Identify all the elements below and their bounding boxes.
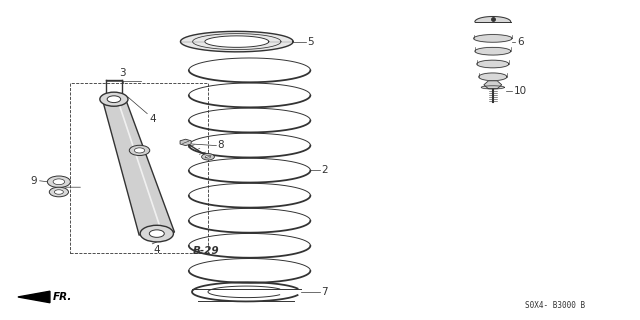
Polygon shape — [18, 291, 50, 303]
Text: 6: 6 — [517, 36, 524, 47]
Polygon shape — [481, 86, 504, 89]
Circle shape — [140, 225, 173, 242]
Text: 4: 4 — [149, 114, 156, 124]
Circle shape — [205, 156, 211, 158]
Text: B-29: B-29 — [193, 246, 220, 256]
Bar — [70, 83, 208, 253]
Circle shape — [149, 230, 164, 237]
Text: 4: 4 — [154, 245, 160, 255]
Text: 9: 9 — [31, 176, 37, 186]
Circle shape — [100, 92, 128, 106]
Text: 1: 1 — [54, 182, 61, 192]
Polygon shape — [205, 36, 269, 47]
Text: FR.: FR. — [52, 292, 72, 302]
Polygon shape — [475, 47, 511, 55]
Polygon shape — [475, 17, 511, 22]
Circle shape — [202, 154, 214, 160]
Polygon shape — [477, 60, 509, 68]
Circle shape — [107, 96, 121, 103]
Polygon shape — [180, 139, 191, 146]
Circle shape — [47, 176, 70, 188]
Circle shape — [129, 145, 150, 156]
Text: 2: 2 — [321, 165, 328, 175]
Text: S0X4- B3000 B: S0X4- B3000 B — [525, 301, 585, 310]
Polygon shape — [102, 98, 175, 235]
Polygon shape — [474, 35, 512, 42]
Circle shape — [49, 187, 68, 197]
Polygon shape — [180, 31, 293, 52]
Polygon shape — [484, 81, 502, 89]
Polygon shape — [479, 73, 507, 81]
Text: 5: 5 — [307, 36, 314, 47]
Circle shape — [53, 179, 65, 185]
Text: 8: 8 — [218, 140, 224, 150]
Circle shape — [54, 190, 63, 194]
Circle shape — [134, 148, 145, 153]
Text: 10: 10 — [514, 86, 527, 96]
Text: 7: 7 — [321, 287, 328, 297]
Text: 3: 3 — [120, 68, 126, 78]
